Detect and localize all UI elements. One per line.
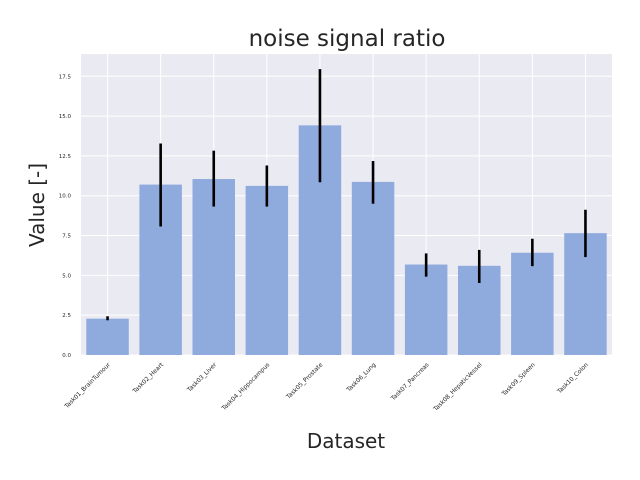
bar-Task03_Liver bbox=[192, 179, 235, 355]
x-tick-label: Task02_Heart bbox=[131, 361, 166, 396]
y-tick-label: 17.5 bbox=[59, 74, 72, 80]
x-tick-label: Task08_HepaticVessel bbox=[432, 361, 484, 413]
x-axis-label: Dataset bbox=[307, 429, 385, 453]
chart-title: noise signal ratio bbox=[249, 26, 446, 52]
error-bars bbox=[106, 69, 587, 321]
bar-Task07_Pancreas bbox=[404, 264, 448, 355]
y-tick-label: 2.5 bbox=[62, 313, 71, 319]
x-tick-label: Task07_Pancreas bbox=[389, 361, 430, 402]
y-tick-label: 7.5 bbox=[62, 234, 71, 240]
x-tick-label: Task03_Liver bbox=[185, 361, 218, 394]
y-tick-label: 5.0 bbox=[62, 273, 71, 279]
y-tick-label: 15.0 bbox=[59, 114, 72, 120]
bar-Task04_Hippocampus bbox=[245, 185, 289, 355]
x-tick-label: Task06_Lung bbox=[345, 361, 378, 394]
y-axis-label: Value [-] bbox=[25, 163, 49, 247]
y-tick-label: 12.5 bbox=[59, 154, 72, 160]
x-tick-label: Task05_Prostate bbox=[285, 361, 325, 401]
y-tick-labels: 0.0 2.5 5.0 7.5 10.0 12.5 15.0 17.5 bbox=[59, 74, 72, 359]
y-tick-label: 10.0 bbox=[59, 194, 72, 200]
x-tick-labels: Task01_BrainTumour Task02_Heart Task03_Liv… bbox=[63, 361, 590, 413]
bar-Task01_BrainTumour bbox=[86, 318, 129, 355]
bars bbox=[86, 125, 607, 355]
x-tick-label: Task10_Colon bbox=[556, 361, 590, 395]
x-tick-label: Task09_Spleen bbox=[500, 361, 537, 398]
y-tick-label: 0.0 bbox=[62, 353, 71, 359]
bar-Task06_Lung bbox=[351, 181, 395, 355]
x-tick-label: Task04_Hippocampus bbox=[220, 361, 271, 412]
x-tick-label: Task01_BrainTumour bbox=[63, 361, 113, 411]
bar-Task09_Spleen bbox=[511, 252, 554, 355]
